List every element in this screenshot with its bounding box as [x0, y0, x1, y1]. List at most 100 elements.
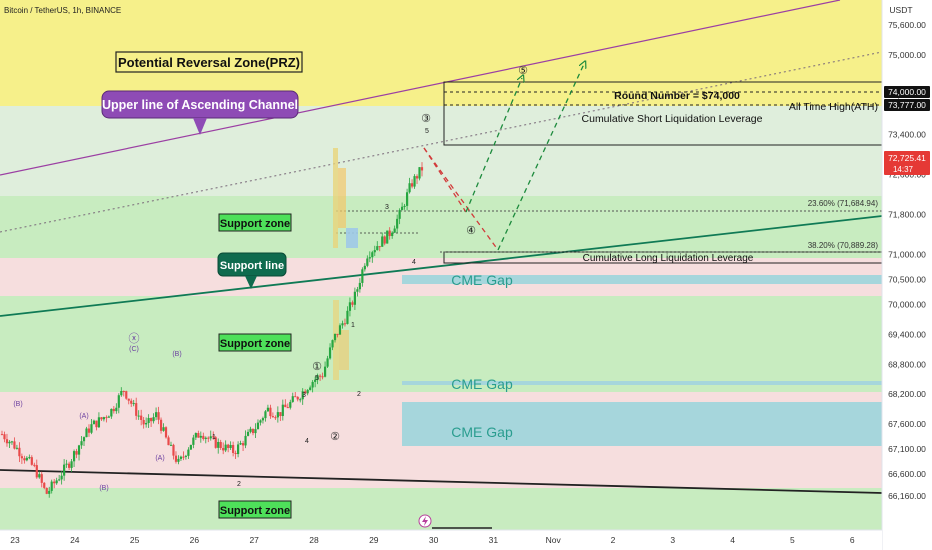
support-zone-labels: Support zone Support zone Support zone: [218, 213, 292, 519]
candle-body: [281, 404, 284, 417]
candle-body: [77, 445, 81, 455]
candle-body: [264, 411, 267, 419]
candle-body: [291, 396, 294, 402]
candle-body: [279, 412, 282, 417]
candle-body: [256, 422, 260, 430]
upper-channel-label: Upper line of Ascending Channel: [102, 98, 298, 112]
candle-body: [48, 490, 51, 494]
candle-body: [234, 452, 237, 455]
candle-body: [125, 391, 128, 399]
candle-body: [396, 218, 399, 229]
candle-body: [261, 418, 265, 421]
time-tick-label: 27: [249, 535, 259, 545]
price-axis[interactable]: 75,600.0075,000.0074,200.0073,400.0072,6…: [881, 0, 932, 550]
candle-body: [82, 437, 86, 442]
candle-body: [319, 375, 322, 377]
wave-num: 2: [237, 481, 241, 488]
time-tick-label: 28: [309, 535, 319, 545]
flash-icon[interactable]: [418, 514, 432, 528]
candle-body: [87, 428, 91, 433]
candle-body: [346, 310, 349, 324]
candle-body: [403, 205, 406, 207]
candle-body: [0, 434, 4, 436]
price-tag-74000: [884, 86, 930, 98]
candle-body: [214, 437, 217, 448]
time-tick-label: 4: [730, 535, 735, 545]
candle-body: [420, 167, 424, 171]
candle-body: [137, 415, 140, 417]
price-tick-label: 68,200.00: [888, 389, 926, 399]
candle-body: [95, 420, 98, 428]
symbol-header: Bitcoin / TetherUS, 1h, BINANCE: [4, 6, 121, 15]
candle-body: [388, 230, 391, 237]
candle-body: [376, 246, 379, 251]
bottom-trend-line: [0, 469, 883, 494]
time-tick-label: 24: [70, 535, 80, 545]
candle-body: [415, 176, 419, 179]
candle-body: [172, 444, 175, 456]
volume-bar: [333, 148, 338, 248]
candle-body: [286, 407, 289, 409]
candle-body: [368, 257, 371, 259]
candle-body: [393, 228, 396, 233]
wave-circle-3: ③: [421, 113, 431, 125]
candle-body: [38, 474, 41, 478]
short-liq-label: Cumulative Short Liquidation Leverage: [582, 113, 763, 125]
candle-body: [184, 455, 188, 457]
candle-body: [35, 465, 38, 478]
candle-body: [72, 451, 76, 462]
prz-callout: Potential Reversal Zone(PRZ): [115, 51, 303, 73]
support-zone-box: [218, 333, 292, 352]
support-zone-top: [0, 196, 882, 258]
support-line-callout: Support line: [217, 252, 287, 289]
candle-body: [266, 407, 270, 412]
round-number-label: Round Number = $74,000: [614, 90, 740, 102]
ath-label: All Time High(ATH): [789, 101, 878, 113]
candle-body: [246, 431, 250, 436]
candle-body: [296, 396, 299, 400]
time-axis[interactable]: 23 24 25 26 27 28 29 30 31 Nov 2 3 4 5 6: [0, 529, 882, 550]
time-tick-label: 26: [190, 535, 200, 545]
candle-body: [50, 481, 53, 491]
candle-body: [33, 464, 36, 466]
candle-body: [100, 417, 103, 420]
price-tick-label: 73,400.00: [888, 130, 926, 140]
candle-body: [150, 417, 153, 422]
upper-channel-pointer: [193, 118, 207, 135]
candle-body: [373, 250, 376, 253]
candle-body: [194, 433, 197, 438]
candle-body: [244, 435, 247, 446]
time-tick-label: 2: [611, 535, 616, 545]
candle-body: [413, 176, 416, 187]
candle-body: [187, 449, 190, 456]
projection-green-1: [465, 78, 522, 213]
time-tick-label: 23: [10, 535, 20, 545]
candle-body: [179, 456, 183, 459]
candle-body: [40, 474, 43, 483]
candle-body: [371, 252, 374, 258]
candle-body: [140, 415, 143, 420]
cme-gap-label: CME Gap: [451, 424, 513, 440]
candle-body: [391, 232, 394, 237]
price-tick-label: 70,500.00: [888, 274, 926, 284]
candle-body: [135, 403, 138, 416]
projection-green-2: [497, 64, 584, 251]
wave-circle-1: ①: [312, 361, 322, 373]
candle-body: [212, 436, 215, 438]
candle-body: [410, 183, 414, 187]
candle-body: [361, 269, 364, 283]
candle-body: [117, 395, 120, 408]
candle-body: [202, 435, 205, 439]
candle-body: [294, 396, 297, 398]
cme-gap-box-3: [402, 402, 882, 446]
price-tick-label: 67,100.00: [888, 444, 926, 454]
level-labels: Round Number = $74,000 All Time High(ATH…: [582, 90, 879, 264]
wave-num: 1: [351, 322, 355, 329]
candle-body: [217, 441, 220, 448]
candle-body: [60, 475, 63, 480]
support-zone-label: Support zone: [220, 218, 290, 230]
time-tick-label: 25: [130, 535, 140, 545]
wave-num: 2: [357, 391, 361, 398]
wave-num: 3: [385, 204, 389, 211]
